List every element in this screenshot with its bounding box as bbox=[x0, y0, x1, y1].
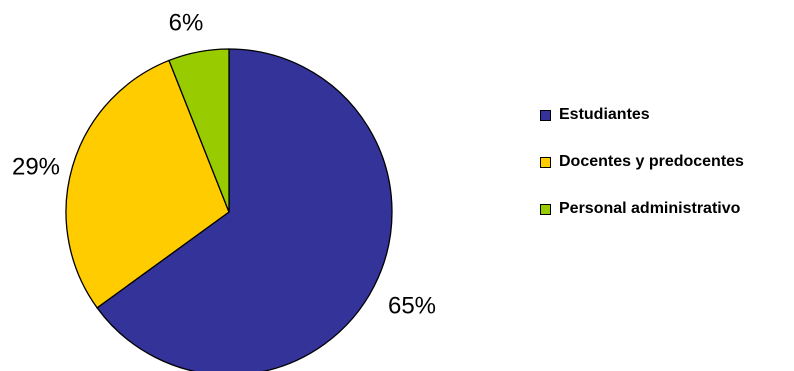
data-label-personal: 6% bbox=[169, 9, 204, 36]
data-label-docentes: 29% bbox=[12, 153, 60, 180]
legend-item-estudiantes: Estudiantes bbox=[540, 103, 744, 127]
legend-swatch-estudiantes bbox=[540, 109, 551, 121]
legend-label-estudiantes: Estudiantes bbox=[559, 106, 650, 123]
legend-label-personal: Personal administrativo bbox=[559, 200, 741, 217]
pie-slice-personal bbox=[168, 48, 230, 213]
legend-swatch-docentes bbox=[540, 156, 551, 168]
pie-slice-estudiantes bbox=[96, 48, 393, 371]
data-label-estudiantes: 65% bbox=[388, 292, 436, 319]
legend-item-personal: Personal administrativo bbox=[540, 197, 744, 221]
legend-label-docentes: Docentes y predocentes bbox=[559, 153, 744, 170]
legend-item-docentes: Docentes y predocentes bbox=[540, 150, 744, 174]
legend: Estudiantes Docentes y predocentes Perso… bbox=[540, 103, 744, 244]
pie-slice-docentes bbox=[65, 59, 230, 309]
legend-swatch-personal bbox=[540, 203, 551, 215]
